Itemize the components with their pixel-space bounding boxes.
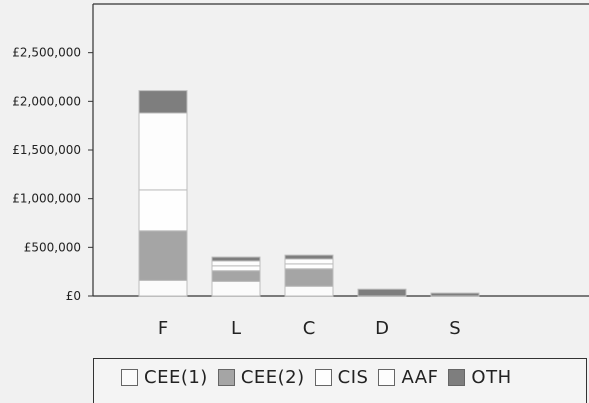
bar-segment-l-oth	[211, 256, 261, 262]
bar-segment-c-cee2	[284, 268, 334, 287]
y-tick-label: £2,500,000	[12, 46, 81, 60]
legend-swatch	[217, 369, 235, 386]
legend-swatch	[314, 369, 332, 386]
bar-segment-c-oth	[284, 254, 334, 260]
legend-swatch	[378, 369, 396, 386]
bar-segment-f-cee2	[138, 230, 188, 281]
bar-segment-l-aaf	[211, 260, 261, 267]
x-tick-label: S	[449, 318, 460, 339]
legend-label: CEE(2)	[240, 367, 305, 388]
y-tick-label: £500,000	[24, 240, 81, 254]
bar-segment-l-cis	[211, 265, 261, 272]
legend-item: AAF	[378, 367, 438, 388]
legend-label: CIS	[337, 367, 369, 388]
bar-segment-c-cis	[284, 263, 334, 270]
bar-segment-f-cis	[138, 189, 188, 232]
bar-segment-d-oth	[357, 288, 407, 297]
x-tick-label: C	[303, 318, 316, 339]
bar-segment-c-cee1	[284, 285, 334, 297]
bar-segment-f-cee1	[138, 279, 188, 297]
x-tick-label: D	[375, 318, 389, 339]
y-tick-label: £1,500,000	[12, 143, 81, 157]
bar-segment-f-aaf	[138, 112, 188, 191]
legend-label: AAF	[401, 367, 439, 388]
bar-segment-l-cee2	[211, 270, 261, 282]
legend-item: CEE(1)	[121, 367, 208, 388]
bar-segment-f-oth	[138, 90, 188, 114]
bar-segment-l-cee1	[211, 280, 261, 297]
legend-item: OTH	[448, 367, 511, 388]
legend-swatch	[121, 369, 138, 386]
legend-item: CEE(2)	[217, 367, 305, 388]
bar-segment-c-aaf	[284, 258, 334, 265]
legend-item: CIS	[314, 367, 369, 388]
y-tick-label: £0	[66, 289, 81, 303]
x-tick-label: L	[231, 318, 241, 339]
legend: CEE(1) CEE(2) CIS AAF OTH	[93, 358, 587, 403]
x-tick-label: F	[158, 318, 168, 339]
y-tick-label: £2,000,000	[12, 94, 81, 108]
y-tick-label: £1,000,000	[12, 192, 81, 206]
legend-swatch	[448, 369, 466, 386]
legend-label: OTH	[471, 367, 512, 388]
legend-label: CEE(1)	[144, 367, 208, 388]
bar-segment-s-oth	[430, 292, 480, 297]
